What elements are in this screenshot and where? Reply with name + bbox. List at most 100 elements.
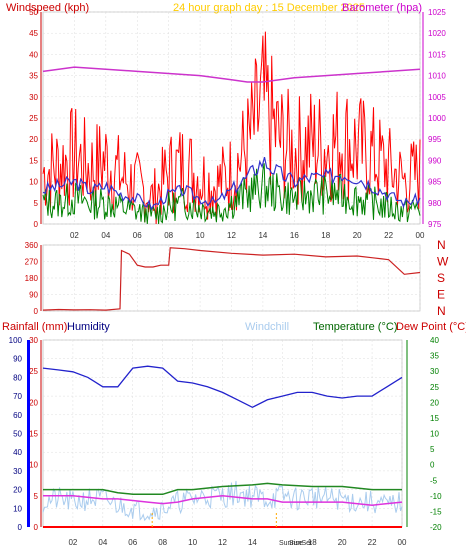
rain-tick-label: 25 [29, 367, 38, 376]
y-left-tick-label: 30 [29, 93, 38, 102]
direction-series-line [42, 247, 421, 311]
temperature-tick-label: 5 [430, 445, 435, 454]
x-tick-label: 20 [353, 231, 362, 240]
temp-panel-grid [43, 339, 403, 528]
humidity-tick-label: 70 [13, 392, 22, 401]
y-right-tick-label: 990 [428, 156, 442, 165]
dewpoint-series-line [43, 495, 403, 506]
y-right-tick-label: 995 [428, 135, 442, 144]
direction-tick-label: 270 [25, 258, 39, 267]
rain-tick-label: 15 [29, 430, 38, 439]
x-tick-label: 00 [416, 231, 425, 240]
y-left-tick-label: 50 [29, 8, 38, 17]
y-left-tick-label: 5 [34, 199, 39, 208]
windspeed-label: Windspeed (kph) [6, 2, 89, 14]
y-right-tick-label: 980 [428, 199, 442, 208]
y-right-tick-label: 975 [428, 220, 442, 229]
y-right-tick-label: 1020 [428, 29, 446, 38]
temperature-tick-label: -15 [430, 507, 442, 516]
y-left-tick-label: 15 [29, 156, 38, 165]
humidity-tick-label: 100 [9, 336, 23, 345]
humidity-tick-label: 50 [13, 430, 22, 439]
y-right-tick-label: 1010 [428, 72, 446, 81]
x-tick-label: 06 [128, 538, 137, 547]
rain-tick-label: 5 [34, 492, 39, 501]
rainfall-axis-bar [27, 340, 30, 527]
sunrise-label: Sunrise [279, 540, 303, 547]
temperature-series-line [43, 482, 402, 496]
x-tick-label: 06 [133, 231, 142, 240]
x-tick-label: 14 [248, 538, 257, 547]
graph-title: 24 hour graph day : 15 December 2025 [173, 2, 365, 14]
direction-tick-label: 360 [25, 241, 39, 250]
x-tick-label: 04 [101, 231, 110, 240]
y-right-tick-label: 1025 [428, 8, 446, 17]
x-tick-label: 04 [98, 538, 107, 547]
x-tick-label: 18 [308, 538, 317, 547]
y-right-tick-label: 1000 [428, 114, 446, 123]
y-left-tick-label: 20 [29, 135, 38, 144]
direction-tick-label: 0 [34, 307, 39, 316]
humidity-tick-label: 20 [13, 486, 22, 495]
humidity-tick-label: 30 [13, 467, 22, 476]
compass-tick-label: N [437, 304, 446, 318]
temperature-tick-label: 25 [430, 383, 439, 392]
direction-panel-series [42, 247, 421, 311]
windchill-series-line [42, 480, 403, 522]
compass-tick-label: W [437, 255, 449, 269]
y-left-tick-label: 10 [29, 178, 38, 187]
y-left-tick-label: 45 [29, 29, 38, 38]
temperature-tick-label: 15 [430, 414, 439, 423]
dewpoint-legend: Dew Point (°C) [396, 321, 466, 333]
temperature-tick-label: -5 [430, 476, 438, 485]
wind-panel-ticks: 0510152025303540455097598098599099510001… [29, 8, 446, 240]
direction-panel-grid [43, 244, 421, 312]
low-series-line [42, 163, 421, 225]
humidity-tick-label: 60 [13, 411, 22, 420]
y-left-tick-label: 25 [29, 114, 38, 123]
x-tick-label: 12 [227, 231, 236, 240]
rain-tick-label: 30 [29, 336, 38, 345]
temperature-tick-label: 20 [430, 398, 439, 407]
y-left-tick-label: 0 [34, 220, 39, 229]
temperature-tick-label: 40 [430, 336, 439, 345]
humidity-legend: Humidity [67, 321, 110, 333]
y-left-tick-label: 35 [29, 72, 38, 81]
y-right-tick-label: 985 [428, 178, 442, 187]
humidity-tick-label: 0 [18, 523, 23, 532]
temperature-legend: Temperature (°C) [313, 321, 397, 333]
x-tick-label: 10 [188, 538, 197, 547]
x-tick-label: 12 [218, 538, 227, 547]
barometer-label: Barometer (hpa) [342, 2, 422, 14]
gust-series-line [42, 31, 421, 225]
x-tick-label: 08 [164, 231, 173, 240]
x-tick-label: 16 [290, 231, 299, 240]
x-tick-label: 18 [321, 231, 330, 240]
y-right-tick-label: 1005 [428, 93, 446, 102]
direction-tick-label: 90 [29, 291, 38, 300]
rain-tick-label: 10 [29, 461, 38, 470]
temperature-tick-label: 10 [430, 430, 439, 439]
humidity-tick-label: 40 [13, 448, 22, 457]
compass-tick-label: E [437, 288, 445, 302]
temperature-tick-label: -10 [430, 492, 442, 501]
wind-panel-series [42, 31, 421, 225]
compass-tick-label: S [437, 271, 445, 285]
x-tick-label: 14 [258, 231, 267, 240]
temperature-tick-label: 0 [430, 461, 435, 470]
rain-tick-label: 0 [34, 523, 39, 532]
y-right-tick-label: 1015 [428, 50, 446, 59]
temp-panel-ticks: 0102030405060708090100051015202530-20-15… [9, 336, 442, 547]
humidity-tick-label: 90 [13, 355, 22, 364]
x-tick-label: 10 [196, 231, 205, 240]
x-tick-label: 02 [68, 538, 77, 547]
x-tick-label: 08 [158, 538, 167, 547]
y-left-tick-label: 40 [29, 50, 38, 59]
humidity-tick-label: 80 [13, 373, 22, 382]
average-series-line [42, 156, 421, 211]
x-tick-label: 00 [398, 538, 407, 547]
temperature-tick-label: 30 [430, 367, 439, 376]
x-tick-label: 20 [338, 538, 347, 547]
